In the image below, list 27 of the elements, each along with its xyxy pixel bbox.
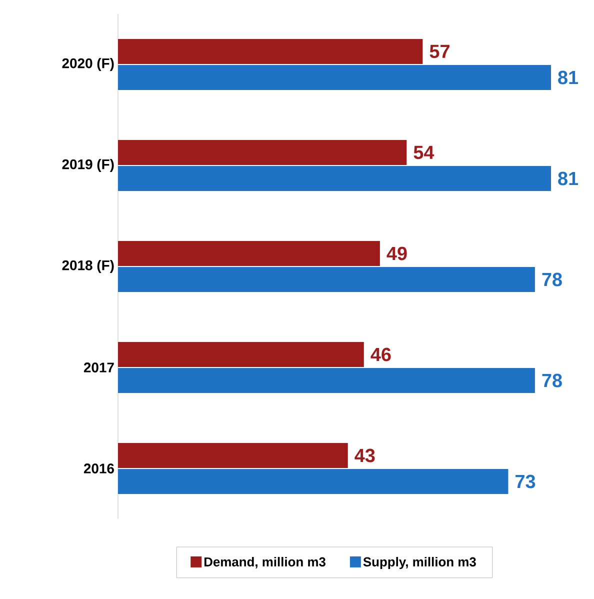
y-tick-label: 2020 (F) bbox=[62, 58, 114, 71]
data-label: 57 bbox=[430, 44, 450, 58]
bar bbox=[118, 140, 407, 165]
y-tick-label: 2017 bbox=[84, 362, 114, 372]
bar bbox=[118, 166, 551, 191]
data-label: 78 bbox=[542, 374, 562, 388]
data-label: 49 bbox=[386, 246, 407, 260]
y-tick-label: 2018 (F) bbox=[62, 260, 114, 273]
bar bbox=[118, 342, 364, 367]
data-label: 73 bbox=[516, 474, 536, 488]
bar bbox=[118, 368, 535, 393]
legend-label: Supply, million m3 bbox=[363, 556, 476, 570]
bar bbox=[118, 469, 508, 494]
data-label: 43 bbox=[354, 448, 375, 462]
y-tick-label: 2016 bbox=[84, 464, 114, 474]
bar bbox=[118, 241, 380, 266]
bar bbox=[118, 443, 348, 468]
data-label: 81 bbox=[558, 70, 578, 84]
legend-label: Demand, million m3 bbox=[204, 556, 326, 568]
bar bbox=[118, 65, 551, 90]
y-tick-label: 2019 (F) bbox=[62, 159, 114, 172]
bar bbox=[118, 39, 423, 64]
data-label: 54 bbox=[414, 146, 434, 160]
data-label: 46 bbox=[370, 348, 391, 362]
data-label: 81 bbox=[558, 172, 578, 186]
bar bbox=[118, 267, 535, 292]
data-label: 78 bbox=[542, 272, 562, 286]
